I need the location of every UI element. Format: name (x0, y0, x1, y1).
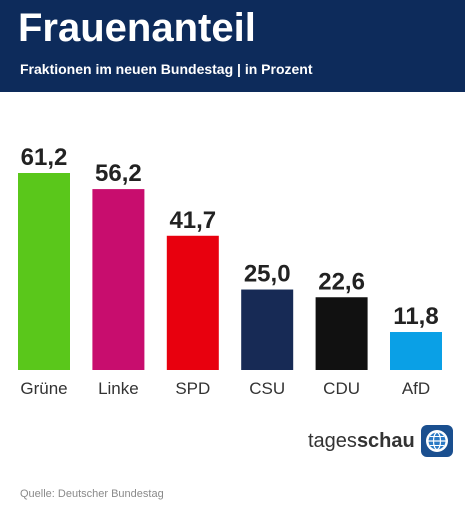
value-label-cdu: 22,6 (318, 268, 365, 295)
chart-title: Frauenanteil (18, 6, 256, 50)
brand-name-light: tages (308, 429, 357, 452)
bar-afd (390, 332, 442, 370)
value-label-spd: 41,7 (169, 207, 216, 234)
category-label-gruene: Grüne (20, 379, 67, 398)
bar-linke (92, 189, 145, 370)
category-label-linke: Linke (98, 379, 139, 398)
value-label-gruene: 61,2 (21, 144, 68, 171)
category-label-csu: CSU (249, 379, 285, 398)
bar-csu (241, 289, 294, 370)
source-note: Quelle: Deutscher Bundestag (20, 488, 164, 500)
brand-logo: tagesschau (308, 425, 453, 457)
bar-gruene (18, 173, 70, 370)
value-label-afd: 11,8 (393, 303, 438, 330)
brand-wordmark: tagesschau (308, 430, 415, 453)
bar-cdu (315, 297, 368, 370)
tagesschau-logo-icon (420, 425, 453, 457)
value-label-csu: 25,0 (244, 261, 291, 288)
brand-name-bold: schau (356, 429, 415, 452)
chart-header: Frauenanteil Fraktionen im neuen Bundest… (0, 0, 465, 92)
category-label-cdu: CDU (323, 379, 360, 398)
bar-spd (166, 235, 219, 370)
bar-chart: 61,2 Grüne 56,2 Linke 41,7 SPD 25,0 CSU 22,6 CDU 1… (18, 144, 442, 398)
value-label-linke: 56,2 (95, 160, 142, 187)
category-label-spd: SPD (175, 379, 210, 398)
chart-subtitle: Fraktionen im neuen Bundestag | in Proze… (20, 61, 313, 77)
category-label-afd: AfD (402, 379, 430, 398)
